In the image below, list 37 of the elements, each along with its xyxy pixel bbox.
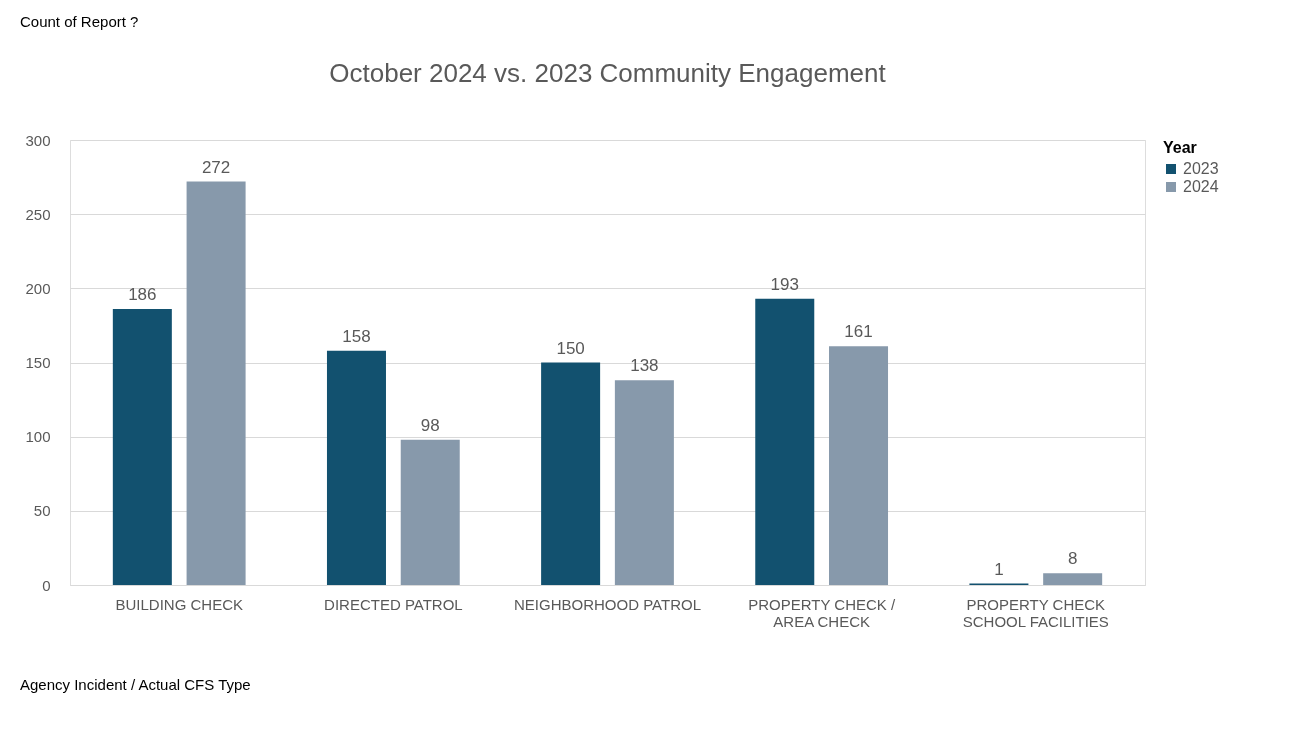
bar <box>755 298 815 585</box>
data-label: 150 <box>556 338 585 358</box>
legend-label: 2023 <box>1183 160 1219 177</box>
data-label: 161 <box>844 322 873 342</box>
bar <box>614 380 674 585</box>
bar <box>1043 573 1103 585</box>
x-tick-label: BUILDING CHECK <box>115 595 243 613</box>
text: Count of Report ? <box>20 13 139 30</box>
data-label: 1 <box>994 559 1004 579</box>
bar <box>326 350 386 585</box>
data-label: 272 <box>201 157 231 177</box>
x-tick-label: PROPERTY CHECK SCHOOL FACILITIES <box>962 595 1109 630</box>
legend-title: Year <box>1163 139 1197 156</box>
y-tick-label: 50 <box>33 502 51 520</box>
data-label: 8 <box>1067 549 1078 569</box>
y-tick-label: 250 <box>25 205 51 223</box>
y-tick-label: 150 <box>25 354 51 371</box>
data-label: 193 <box>770 274 799 294</box>
y-tick-label: 300 <box>25 131 51 149</box>
bar <box>541 362 601 585</box>
x-tick-label: NEIGHBORHOOD PATROL <box>514 595 701 613</box>
x-tick-label: PROPERTY CHECK / AREA CHECK <box>748 595 896 630</box>
text: Agency Incident / Actual CFS Type <box>20 676 251 693</box>
bar <box>829 346 889 585</box>
chart-title: October 2024 vs. 2023 Community Engagement <box>329 58 887 88</box>
x-tick-label: DIRECTED PATROL <box>324 595 463 613</box>
bar <box>112 309 172 585</box>
legend-label: 2024 <box>1183 178 1219 195</box>
bar <box>186 181 246 585</box>
bar <box>400 439 460 585</box>
y-tick-label: 100 <box>25 428 51 446</box>
y-tick-label: 0 <box>42 576 51 594</box>
data-label: 98 <box>420 415 440 435</box>
data-label: 158 <box>342 326 371 346</box>
data-label: 138 <box>630 356 659 376</box>
data-label: 186 <box>128 285 157 305</box>
y-tick-label: 200 <box>25 279 51 297</box>
